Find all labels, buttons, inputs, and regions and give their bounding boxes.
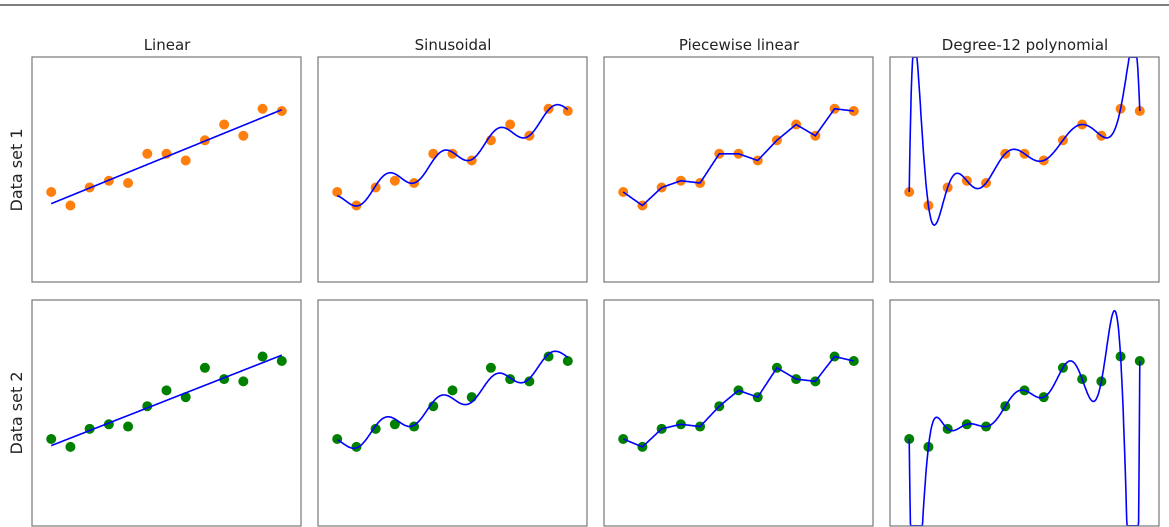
data-point xyxy=(485,362,496,373)
column-title-sinusoidal: Sinusoidal xyxy=(415,36,492,54)
data-point xyxy=(161,385,172,396)
fit-line-piecewise-linear xyxy=(623,355,854,448)
panel-polynomial-row-2 xyxy=(889,299,1160,527)
panel-polynomial-row-1 xyxy=(889,56,1160,283)
data-point xyxy=(123,421,134,432)
data-point xyxy=(180,155,191,166)
panel-frame xyxy=(603,299,874,527)
data-point xyxy=(370,423,381,434)
data-point xyxy=(199,362,210,373)
data-point xyxy=(276,106,287,116)
data-point xyxy=(257,103,268,114)
data-point xyxy=(389,419,400,430)
data-point xyxy=(238,376,249,387)
data-point xyxy=(389,175,400,186)
panel-frame xyxy=(317,299,588,527)
row-label-data-set-2: Data set 2 xyxy=(7,371,26,454)
data-point xyxy=(524,376,535,387)
panel-frame xyxy=(603,56,874,283)
data-point xyxy=(562,356,573,367)
column-title-piecewise: Piecewise linear xyxy=(679,36,800,54)
column-title-polynomial: Degree-12 polynomial xyxy=(942,36,1108,54)
data-point xyxy=(904,433,915,444)
fit-line-sinusoidal xyxy=(336,350,569,450)
data-point xyxy=(46,433,57,444)
data-point xyxy=(142,148,153,159)
data-point xyxy=(505,119,516,130)
data-point xyxy=(332,187,343,197)
data-point xyxy=(238,130,249,141)
panel-piecewise-linear-row-2 xyxy=(603,299,874,527)
fit-line-piecewise-linear xyxy=(622,108,854,207)
data-point xyxy=(65,441,76,452)
panel-frame xyxy=(889,56,1160,283)
panel-frame xyxy=(31,56,302,283)
panel-piecewise-linear-row-1 xyxy=(603,56,874,283)
data-point xyxy=(428,148,439,159)
data-point xyxy=(65,200,76,211)
fit-line-linear xyxy=(51,108,283,205)
panel-linear-row-2 xyxy=(31,299,302,527)
fit-line-polynomial xyxy=(908,57,1141,226)
column-title-linear: Linear xyxy=(144,36,191,54)
panel-sinusoidal-row-1 xyxy=(317,56,588,283)
data-point xyxy=(466,392,477,403)
data-point xyxy=(46,187,57,197)
fit-line-linear xyxy=(51,354,282,447)
data-point xyxy=(351,441,362,452)
data-point xyxy=(123,178,134,188)
fit-line-sinusoidal xyxy=(337,103,569,207)
panel-sinusoidal-row-2 xyxy=(317,299,588,527)
row-label-data-set-1: Data set 1 xyxy=(7,128,26,211)
data-point xyxy=(447,385,458,396)
data-point xyxy=(257,351,268,362)
data-point xyxy=(543,351,554,362)
panel-frame xyxy=(31,299,302,527)
fit-line-polynomial xyxy=(908,309,1141,526)
panel-frame xyxy=(317,56,588,283)
panel-linear-row-1 xyxy=(31,56,302,283)
data-point xyxy=(219,119,230,130)
data-point xyxy=(276,356,287,367)
panel-frame xyxy=(889,299,1160,527)
